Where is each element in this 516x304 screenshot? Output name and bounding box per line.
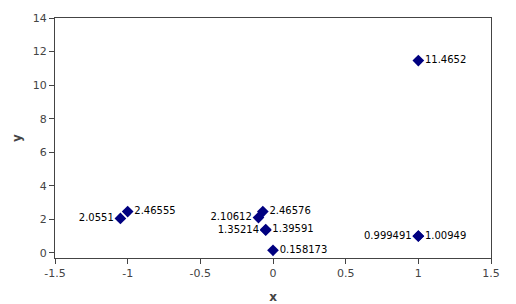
svg-text:4: 4	[40, 180, 47, 193]
svg-text:x: x	[269, 290, 277, 304]
svg-text:2.46576: 2.46576	[269, 205, 310, 216]
svg-text:-1: -1	[122, 267, 133, 280]
svg-text:10: 10	[33, 79, 47, 92]
svg-text:0.999491: 0.999491	[364, 230, 412, 241]
svg-text:0: 0	[270, 267, 277, 280]
svg-text:1.35214: 1.35214	[218, 224, 259, 235]
svg-text:y: y	[10, 134, 24, 142]
svg-text:6: 6	[40, 146, 47, 159]
svg-text:1.00949: 1.00949	[425, 230, 466, 241]
svg-text:2.10612: 2.10612	[210, 211, 251, 222]
svg-text:-0.5: -0.5	[190, 267, 211, 280]
svg-text:12: 12	[33, 45, 47, 58]
svg-text:1: 1	[415, 267, 422, 280]
svg-text:1.5: 1.5	[482, 267, 500, 280]
svg-text:2.46555: 2.46555	[134, 205, 175, 216]
svg-text:2: 2	[40, 213, 47, 226]
svg-text:14: 14	[33, 12, 47, 25]
svg-text:0: 0	[40, 247, 47, 260]
svg-text:8: 8	[40, 113, 47, 126]
svg-text:11.4652: 11.4652	[425, 54, 466, 65]
svg-text:2.0551: 2.0551	[79, 212, 114, 223]
svg-text:0.158173: 0.158173	[280, 244, 328, 255]
svg-text:0.5: 0.5	[337, 267, 355, 280]
svg-text:1.39591: 1.39591	[272, 223, 313, 234]
svg-text:-1.5: -1.5	[44, 267, 65, 280]
